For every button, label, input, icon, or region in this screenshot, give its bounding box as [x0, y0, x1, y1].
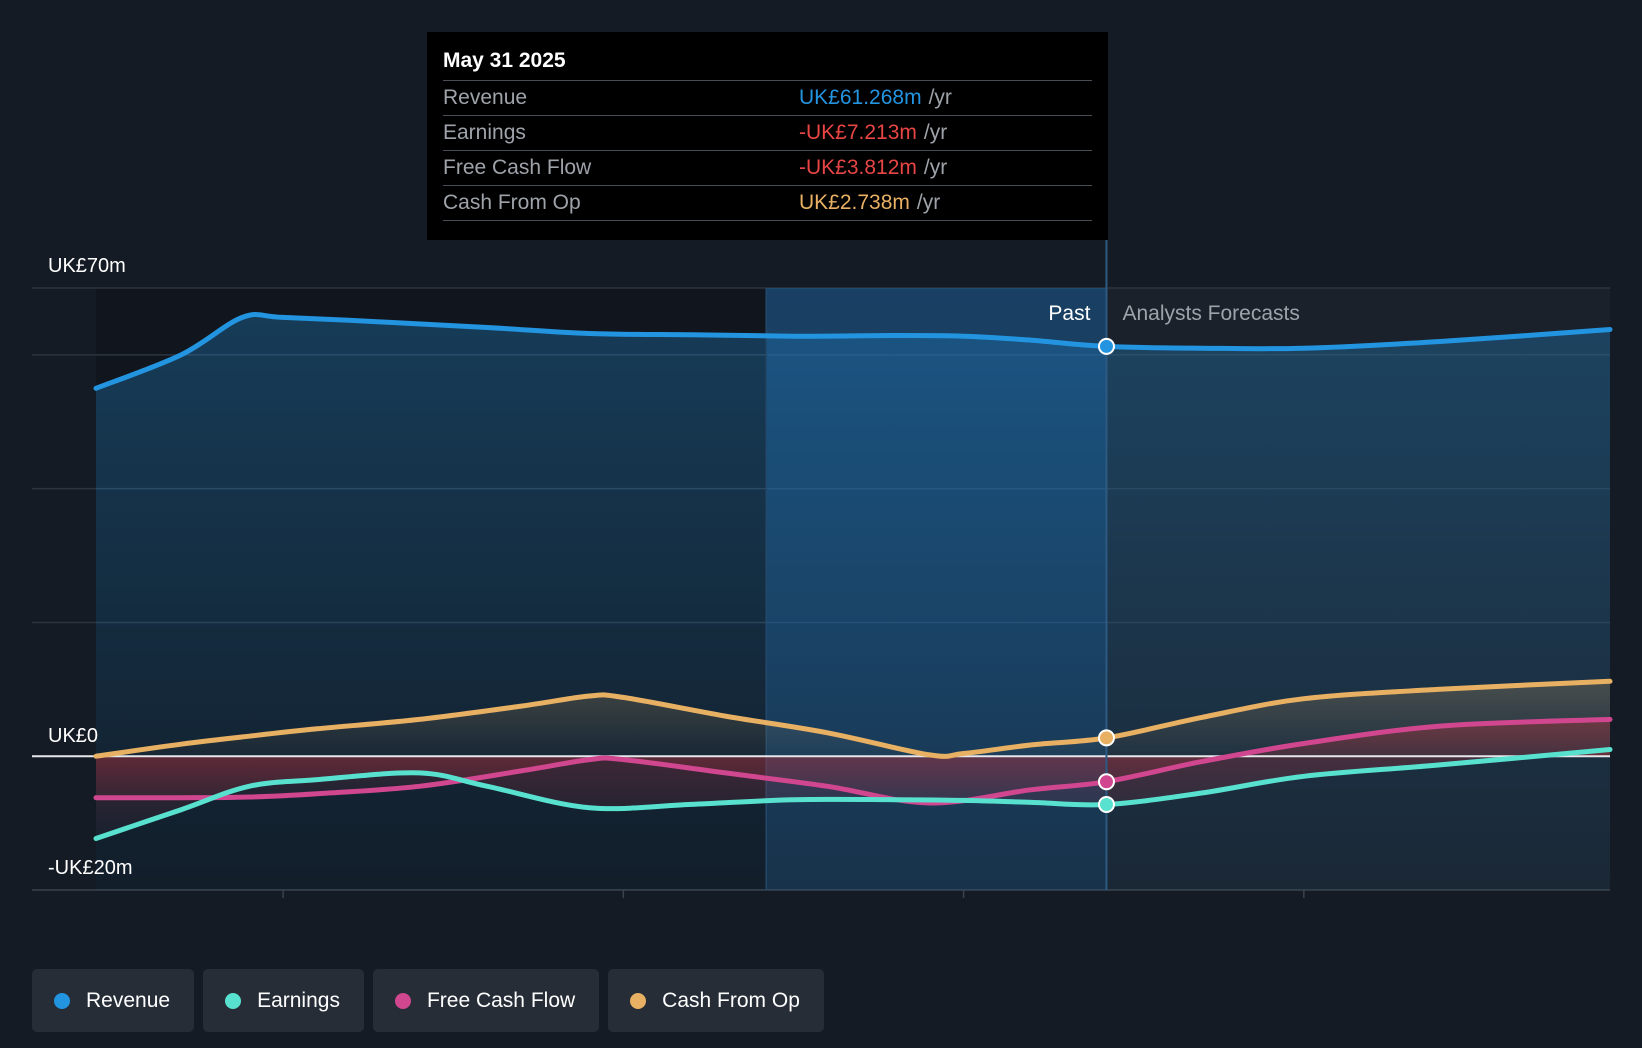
free-cash-flow-marker	[1097, 773, 1115, 791]
cash-from-op-line	[93, 678, 1613, 759]
tooltip-date: May 31 2025	[443, 49, 566, 72]
tooltip-value: UK£2.738m	[799, 191, 910, 214]
tooltip-label: Revenue	[443, 86, 528, 109]
legend-dot-icon	[630, 992, 647, 1009]
earnings-marker	[1097, 795, 1115, 813]
y-tick-label: UK£70m	[48, 255, 126, 277]
tooltip-unit: /yr	[928, 86, 952, 109]
past-label: Past	[1048, 302, 1090, 325]
tooltip-value: -UK£7.213m	[799, 121, 917, 144]
tooltip-row-earnings: Earnings -UK£7.213m /yr	[443, 115, 1092, 150]
cash-from-op-area	[96, 681, 1610, 757]
tooltip-row-free-cash-flow: Free Cash Flow -UK£3.812m /yr	[443, 150, 1092, 185]
tooltip-unit: /yr	[923, 121, 948, 144]
legend-dot-icon	[54, 992, 70, 1009]
earnings-line	[93, 747, 1613, 841]
tooltip-row-revenue: Revenue UK£61.268m /yr	[443, 80, 1092, 115]
earnings-area	[96, 749, 1610, 839]
tooltip-unit: /yr	[923, 156, 948, 179]
legend-label: Cash From Op	[662, 988, 800, 1012]
tooltip-label: Free Cash Flow	[443, 156, 592, 179]
legend-dot-icon	[225, 992, 242, 1009]
legend-label: Earnings	[257, 988, 340, 1012]
y-tick-label: UK£0	[48, 725, 98, 747]
free-cash-flow-line	[93, 716, 1613, 806]
tooltip-row-cash-from-op: Cash From Op UK£2.738m /yr	[443, 185, 1092, 221]
tooltip-label: Earnings	[443, 121, 526, 144]
legend-item-revenue[interactable]: Revenue	[32, 969, 195, 1032]
tooltip-value: UK£61.268m	[799, 86, 922, 109]
legend-dot-icon	[394, 992, 411, 1009]
cash-from-op-marker	[1097, 729, 1115, 747]
legend-label: Free Cash Flow	[426, 988, 576, 1012]
forecast-label: Analysts Forecasts	[1122, 302, 1299, 325]
data-tooltip: May 31 2025 Revenue UK£61.268m /yr Earni…	[427, 32, 1108, 240]
revenue-marker	[1097, 337, 1115, 355]
legend-item-free-cash-flow[interactable]: Free Cash Flow	[372, 969, 600, 1032]
y-tick-label: -UK£20m	[48, 857, 132, 879]
legend-label: Revenue	[86, 988, 171, 1012]
tooltip-unit: /yr	[916, 191, 941, 214]
legend-item-earnings[interactable]: Earnings	[203, 969, 364, 1032]
tooltip-value: -UK£3.812m	[799, 156, 917, 179]
revenue-line	[93, 311, 1613, 391]
chart-legend: Revenue Earnings Free Cash Flow Cash Fro…	[32, 969, 824, 1032]
legend-item-cash-from-op[interactable]: Cash From Op	[608, 969, 824, 1032]
tooltip-label: Cash From Op	[443, 191, 581, 214]
